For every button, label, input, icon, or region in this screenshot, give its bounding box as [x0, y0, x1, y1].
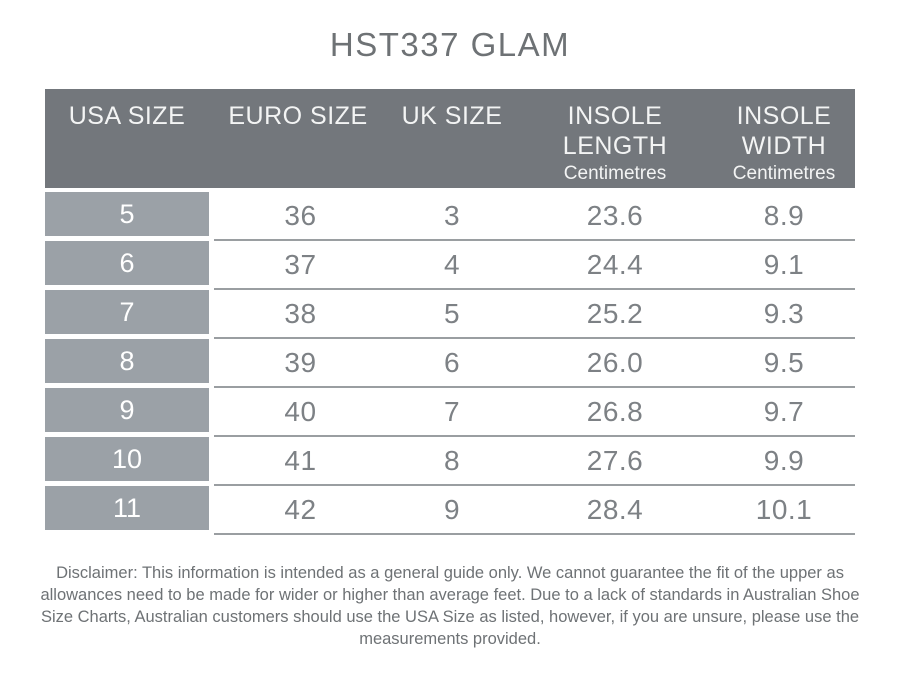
table-cell: 4 [443, 248, 461, 280]
table-cell: 26.0 [586, 346, 644, 378]
disclaimer-text: Disclaimer: This information is intended… [40, 564, 860, 648]
column-header-label: USA SIZE [68, 102, 186, 130]
column-header-label: INSOLE LENGTH [562, 102, 668, 160]
usa-size-cell: 7 [45, 290, 209, 334]
table-cell: 9.5 [763, 346, 805, 378]
column-header-usa-size: USA SIZE [45, 89, 209, 188]
column-header-insole-length: INSOLE LENGTH Centimetres [517, 89, 713, 188]
table-row: 6 37 4 24.4 9.1 [45, 241, 855, 290]
column-header-euro-size: EURO SIZE [209, 89, 387, 188]
table-cell: 10.1 [755, 493, 813, 525]
table-row: 7 38 5 25.2 9.3 [45, 290, 855, 339]
table-row: 5 36 3 23.6 8.9 [45, 192, 855, 241]
usa-size-cell: 5 [45, 192, 209, 236]
column-header-unit: Centimetres [732, 163, 836, 184]
page-title: HST337 GLAM [329, 26, 571, 63]
table-row: 9 40 7 26.8 9.7 [45, 388, 855, 437]
table-row: 8 39 6 26.0 9.5 [45, 339, 855, 388]
column-header-label: INSOLE WIDTH [736, 102, 832, 160]
table-cell: 6 [443, 346, 461, 378]
table-cell: 26.8 [586, 395, 644, 427]
table-cell: 28.4 [586, 493, 644, 525]
table-row-values: 39 6 26.0 9.5 [214, 339, 855, 388]
usa-size-cell: 11 [45, 486, 209, 530]
table-cell: 9.9 [763, 444, 805, 476]
table-header-row: USA SIZE EURO SIZE UK SIZE INSOLE LENGTH Cen… [45, 89, 855, 188]
column-header-label: EURO SIZE [228, 102, 368, 130]
table-cell: 24.4 [586, 248, 644, 280]
usa-size-cell: 10 [45, 437, 209, 481]
table-cell: 7 [443, 395, 461, 427]
table-cell: 42 [284, 493, 317, 525]
table-row: 10 41 8 27.6 9.9 [45, 437, 855, 486]
column-header-unit: Centimetres [563, 163, 667, 184]
table-cell: 9.3 [763, 297, 805, 329]
table-cell: 5 [443, 297, 461, 329]
usa-size-cell: 9 [45, 388, 209, 432]
table-cell: 39 [284, 346, 317, 378]
table-row: 11 42 9 28.4 10.1 [45, 486, 855, 535]
usa-size-cell: 8 [45, 339, 209, 383]
table-cell: 8.9 [763, 199, 805, 231]
table-cell: 37 [284, 248, 317, 280]
table-row-values: 38 5 25.2 9.3 [214, 290, 855, 339]
table-cell: 9 [443, 493, 461, 525]
table-cell: 40 [284, 395, 317, 427]
table-cell: 9.1 [763, 248, 805, 280]
column-header-uk-size: UK SIZE [387, 89, 517, 188]
table-cell: 27.6 [586, 444, 644, 476]
table-row-values: 37 4 24.4 9.1 [214, 241, 855, 290]
table-row-values: 42 9 28.4 10.1 [214, 486, 855, 535]
table-cell: 25.2 [586, 297, 644, 329]
table-cell: 3 [443, 199, 461, 231]
usa-size-cell: 6 [45, 241, 209, 285]
table-cell: 38 [284, 297, 317, 329]
table-row-values: 41 8 27.6 9.9 [214, 437, 855, 486]
column-header-label: UK SIZE [401, 102, 503, 130]
table-cell: 36 [284, 199, 317, 231]
table-cell: 23.6 [586, 199, 644, 231]
table-row-values: 40 7 26.8 9.7 [214, 388, 855, 437]
size-chart-table: USA SIZE EURO SIZE UK SIZE INSOLE LENGTH Cen… [45, 89, 855, 535]
table-cell: 9.7 [763, 395, 805, 427]
column-header-insole-width: INSOLE WIDTH Centimetres [713, 89, 855, 188]
table-cell: 8 [443, 444, 461, 476]
table-body: 5 36 3 23.6 8.9 6 37 4 24.4 9.1 7 38 5 25.2 9.3 8 39 6 26.… [45, 192, 855, 535]
table-cell: 41 [284, 444, 317, 476]
table-row-values: 36 3 23.6 8.9 [214, 192, 855, 241]
